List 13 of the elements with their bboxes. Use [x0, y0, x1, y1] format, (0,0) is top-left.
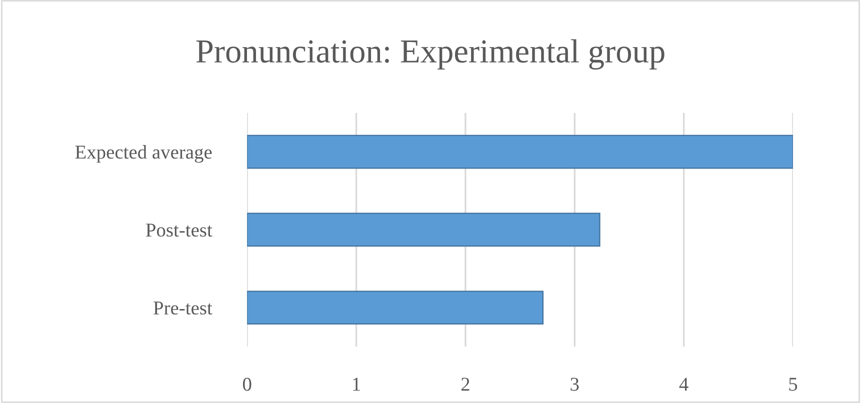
x-tick-label: 1 [353, 378, 360, 391]
y-tick-label: Expected average [75, 145, 212, 163]
chart-title: Pronunciation: Experimental group [196, 39, 664, 70]
x-tick-label: 0 [242, 378, 252, 391]
x-tick-label: 5 [789, 378, 798, 391]
y-tick-label: Post-test [146, 224, 212, 237]
x-tick-label: 2 [461, 378, 470, 391]
bar [247, 134, 793, 169]
x-tick-label: 4 [679, 378, 688, 391]
x-tick-label: 3 [570, 378, 579, 391]
y-tick-label: Pre-test [154, 302, 212, 315]
bar [247, 212, 600, 247]
bar [247, 290, 544, 325]
